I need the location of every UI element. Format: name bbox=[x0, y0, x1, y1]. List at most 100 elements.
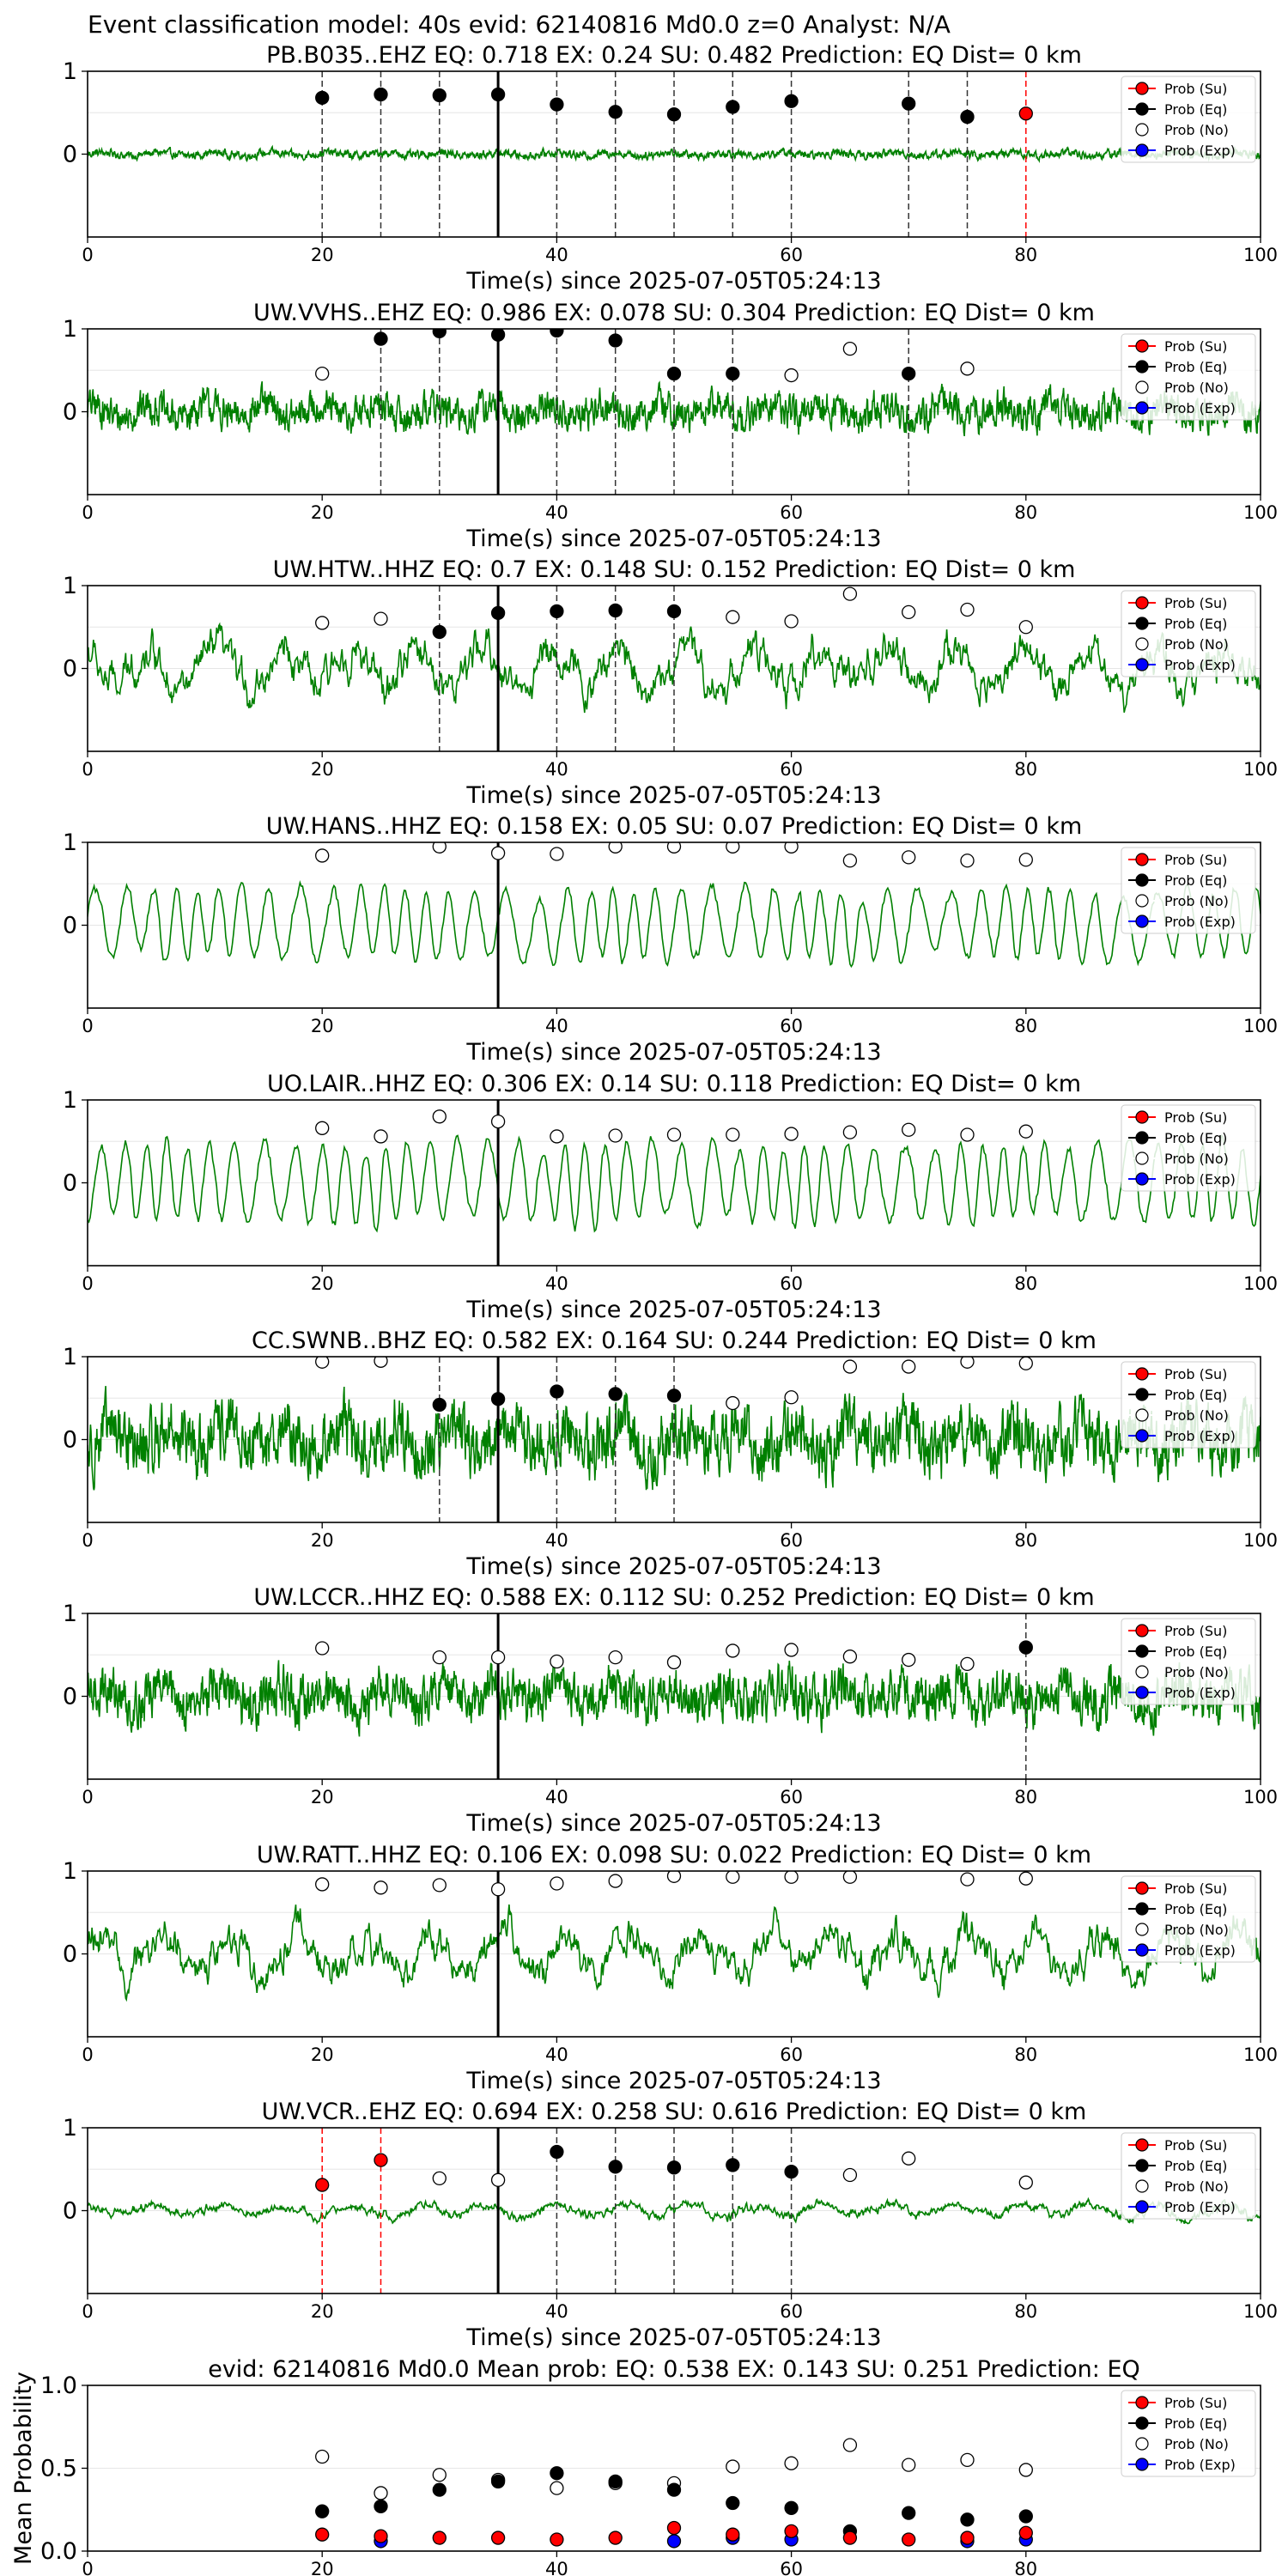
legend-eq-marker bbox=[1135, 1131, 1149, 1145]
prob-no-marker bbox=[726, 2459, 740, 2474]
prob-eq-marker bbox=[608, 2474, 623, 2489]
prob-no-marker bbox=[374, 1880, 388, 1895]
prob-eq-marker bbox=[784, 2164, 799, 2179]
legend-exp-marker bbox=[1135, 658, 1149, 671]
subplot-title: PB.B035..EHZ EQ: 0.718 EX: 0.24 SU: 0.48… bbox=[266, 42, 1082, 69]
x-tick-label: 20 bbox=[311, 2044, 334, 2065]
y-axis-label: Mean Probability bbox=[10, 2372, 37, 2565]
prob-eq-marker bbox=[490, 2474, 506, 2489]
legend-eq-marker bbox=[1135, 2159, 1149, 2172]
legend-exp-marker bbox=[1135, 1172, 1149, 1186]
legend-exp-label: Prob (Exp) bbox=[1164, 914, 1236, 930]
plot-area bbox=[88, 1100, 1261, 1266]
x-tick-label: 20 bbox=[311, 1273, 334, 1294]
legend-su-marker bbox=[1135, 82, 1149, 95]
prob-eq-marker bbox=[1018, 1640, 1033, 1655]
subplot-9: UW.VCR..EHZ EQ: 0.694 EX: 0.258 SU: 0.61… bbox=[63, 2099, 1278, 2351]
legend: Prob (Su) Prob (Eq) Prob (No) Prob (Exp) bbox=[1121, 1875, 1256, 1963]
y-tick-label: 1 bbox=[63, 2115, 77, 2142]
prob-no-marker bbox=[315, 2449, 330, 2464]
prob-eq-marker bbox=[960, 109, 975, 125]
prob-no-marker bbox=[842, 1359, 858, 1374]
legend-no-label: Prob (No) bbox=[1164, 380, 1229, 396]
prob-no-marker bbox=[490, 1882, 506, 1897]
prob-no-marker bbox=[960, 361, 975, 376]
prob-no-marker bbox=[960, 2452, 975, 2468]
prob-eq-marker bbox=[666, 2160, 682, 2175]
subplot-8: UW.RATT..HHZ EQ: 0.106 EX: 0.098 SU: 0.0… bbox=[63, 1842, 1278, 2094]
prob-no-marker bbox=[666, 1871, 682, 1883]
y-tick-label: 0 bbox=[63, 1170, 77, 1197]
subplot-title: CC.SWNB..BHZ EQ: 0.582 EX: 0.164 SU: 0.2… bbox=[252, 1327, 1097, 1354]
legend-exp-label: Prob (Exp) bbox=[1164, 2199, 1236, 2215]
legend-su-marker bbox=[1135, 1110, 1149, 1124]
prob-eq-marker bbox=[374, 2499, 388, 2514]
legend-su-marker bbox=[1135, 2138, 1149, 2152]
x-axis-label: Time(s) since 2025-07-05T05:24:13 bbox=[465, 268, 881, 295]
legend-exp-marker bbox=[1135, 1429, 1149, 1443]
prob-no-marker bbox=[374, 1129, 388, 1144]
legend-no-label: Prob (No) bbox=[1164, 122, 1229, 138]
prob-su-marker bbox=[902, 2532, 916, 2547]
legend-eq-marker bbox=[1135, 2416, 1149, 2430]
legend-exp-marker bbox=[1135, 2458, 1149, 2471]
prob-eq-marker bbox=[432, 88, 447, 103]
prob-no-marker bbox=[374, 1357, 388, 1368]
legend-exp-label: Prob (Exp) bbox=[1164, 1428, 1236, 1444]
prob-no-marker bbox=[960, 1872, 975, 1886]
y-tick-label: 0 bbox=[63, 656, 77, 683]
prob-eq-marker bbox=[902, 2506, 916, 2520]
prob-eq-marker bbox=[490, 329, 506, 342]
x-tick-label: 100 bbox=[1243, 1273, 1278, 1294]
subplot-title: UW.VVHS..EHZ EQ: 0.986 EX: 0.078 SU: 0.3… bbox=[253, 300, 1095, 326]
prob-su-marker bbox=[374, 2529, 388, 2543]
prob-eq-marker bbox=[608, 105, 623, 119]
prob-no-marker bbox=[1018, 853, 1033, 867]
prob-no-marker bbox=[726, 1643, 740, 1658]
prob-eq-marker bbox=[432, 2482, 447, 2497]
prob-no-marker bbox=[842, 586, 858, 601]
legend-su-label: Prob (Su) bbox=[1164, 852, 1227, 868]
prob-eq-marker bbox=[550, 2466, 564, 2481]
prob-eq-marker bbox=[666, 366, 682, 381]
waveform-trace bbox=[88, 1133, 1261, 1233]
prob-no-marker bbox=[726, 1871, 740, 1884]
prob-no-marker bbox=[608, 1649, 623, 1665]
prob-su-marker bbox=[1018, 106, 1033, 121]
prob-no-marker bbox=[550, 1129, 564, 1144]
subplot-6: CC.SWNB..BHZ EQ: 0.582 EX: 0.164 SU: 0.2… bbox=[63, 1327, 1278, 1580]
prob-no-marker bbox=[315, 366, 330, 381]
prob-no-marker bbox=[666, 1655, 682, 1670]
prob-no-marker bbox=[726, 1395, 740, 1411]
x-tick-label: 100 bbox=[1243, 1787, 1278, 1807]
prob-eq-marker bbox=[726, 2495, 740, 2511]
legend-eq-marker bbox=[1135, 873, 1149, 887]
x-tick-label: 100 bbox=[1243, 1530, 1278, 1551]
prob-no-marker bbox=[490, 2172, 506, 2187]
prob-eq-marker bbox=[1018, 2509, 1033, 2524]
prob-su-marker bbox=[608, 2530, 623, 2545]
subplot-title: UW.LCCR..HHZ EQ: 0.588 EX: 0.112 SU: 0.2… bbox=[253, 1584, 1094, 1611]
x-tick-label: 100 bbox=[1243, 2301, 1278, 2322]
y-tick-label: 1 bbox=[63, 573, 77, 599]
prob-no-marker bbox=[902, 2458, 916, 2472]
y-tick-label: 0 bbox=[63, 1427, 77, 1454]
y-tick-label: 0 bbox=[63, 2198, 77, 2225]
prob-no-marker bbox=[550, 1876, 564, 1891]
x-tick-label: 0 bbox=[82, 1787, 93, 1807]
prob-no-marker bbox=[432, 1878, 447, 1893]
prob-no-marker bbox=[1018, 1871, 1033, 1886]
x-tick-label: 40 bbox=[545, 245, 568, 265]
prob-eq-marker bbox=[726, 2158, 740, 2172]
prob-su-marker bbox=[490, 2530, 506, 2545]
legend-eq-marker bbox=[1135, 617, 1149, 630]
prob-eq-marker bbox=[726, 366, 740, 381]
prob-no-marker bbox=[550, 2481, 564, 2495]
prob-no-marker bbox=[902, 1122, 916, 1137]
prob-su-marker bbox=[374, 2153, 388, 2167]
legend-eq-marker bbox=[1135, 1388, 1149, 1401]
subplot-5: UO.LAIR..HHZ EQ: 0.306 EX: 0.14 SU: 0.11… bbox=[63, 1071, 1278, 1323]
x-tick-label: 0 bbox=[82, 759, 93, 780]
prob-no-marker bbox=[315, 1877, 330, 1892]
subplot-1: PB.B035..EHZ EQ: 0.718 EX: 0.24 SU: 0.48… bbox=[63, 42, 1278, 295]
